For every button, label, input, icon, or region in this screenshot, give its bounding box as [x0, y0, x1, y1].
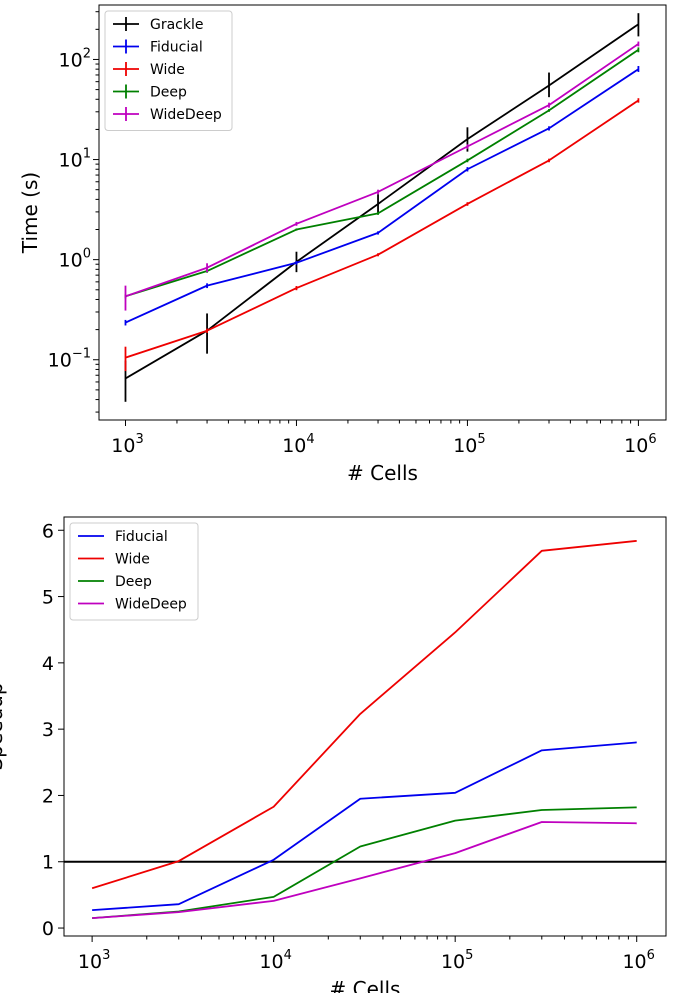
- x-tick-label: 104: [282, 432, 314, 457]
- x-tick-label: 105: [453, 432, 485, 457]
- legend-label: Wide: [115, 552, 150, 568]
- y-axis-label: Speedup: [0, 682, 7, 770]
- x-axis-label: # Cells: [330, 977, 401, 993]
- y-tick-label: 6: [42, 520, 54, 542]
- legend-label: WideDeep: [115, 597, 187, 613]
- y-axis-label: Time (s): [18, 172, 42, 254]
- y-tick-label: 3: [42, 719, 54, 741]
- plot-area: [124, 13, 640, 402]
- plot-area: [64, 539, 666, 919]
- series-line: [91, 539, 637, 890]
- y-tick-label: 4: [42, 653, 54, 675]
- legend-box: [69, 522, 199, 621]
- x-tick-label: 104: [259, 948, 291, 973]
- x-tick-label: 106: [622, 948, 654, 973]
- legend-label: Fiducial: [150, 40, 203, 56]
- legend-label: Wide: [150, 62, 185, 78]
- x-tick-label: 103: [78, 948, 110, 973]
- series-line: [125, 99, 639, 359]
- speedup-chart: 103 104 105 106 0 1 2 3 4 5 6 # Cells Speedup Fiducia…: [0, 516, 667, 993]
- axes-frame: [63, 516, 667, 937]
- legend-label: Deep: [115, 574, 152, 590]
- series-line: [92, 741, 637, 912]
- y-tick-label: 2: [42, 785, 54, 807]
- x-tick-label: 106: [624, 432, 656, 457]
- legend-label: WideDeep: [150, 107, 222, 123]
- y-tick-label: 101: [59, 147, 91, 172]
- legend-label: Deep: [150, 85, 187, 101]
- legend-box: [104, 10, 233, 131]
- time-chart: 103 104 105 106 10−1 100 101 102 # Cells Time (s)…: [18, 4, 667, 485]
- x-tick-label: 103: [111, 432, 143, 457]
- y-tick-label: 10−1: [48, 347, 91, 372]
- x-axis-label: # Cells: [347, 461, 418, 485]
- axes-frame: [98, 4, 667, 421]
- y-tick-label: 1: [42, 852, 54, 874]
- y-tick-label: 102: [59, 46, 91, 71]
- y-tick-label: 100: [59, 247, 91, 272]
- legend-label: Grackle: [150, 17, 204, 33]
- y-tick-label: 0: [42, 918, 54, 940]
- y-tick-label: 5: [42, 587, 54, 609]
- series-line: [92, 821, 637, 919]
- x-tick-label: 105: [441, 948, 473, 973]
- legend-label: Fiducial: [115, 529, 168, 545]
